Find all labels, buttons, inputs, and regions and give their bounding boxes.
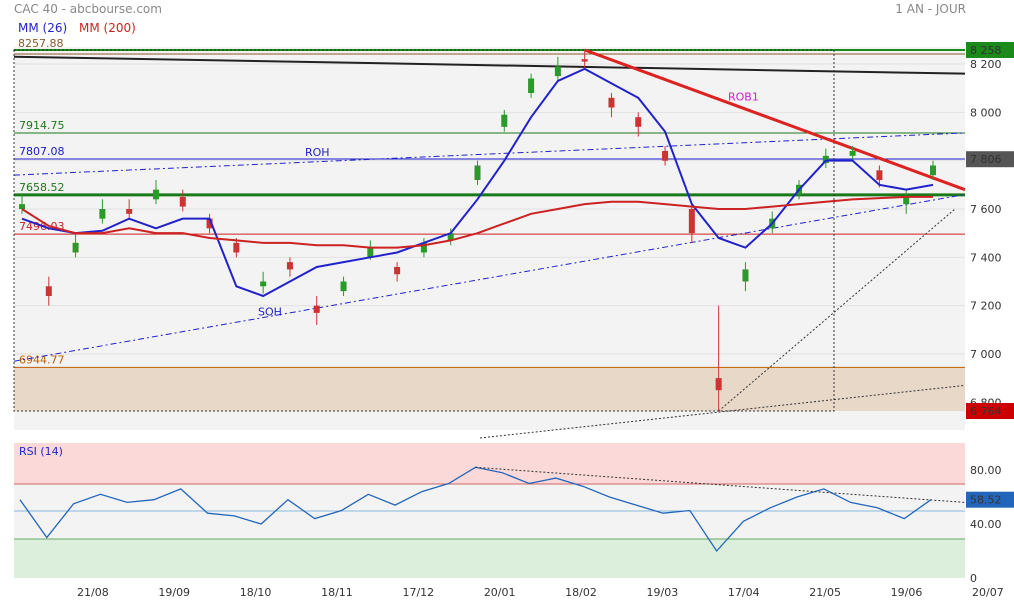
candle-body xyxy=(394,266,401,275)
candle-body xyxy=(608,97,615,108)
x-tick-label: 20/01 xyxy=(484,586,516,599)
roh-line xyxy=(13,132,966,176)
rsi-value-bg xyxy=(966,491,1014,508)
x-tick-label: 20/07 xyxy=(972,586,1004,599)
candle-body xyxy=(313,305,320,313)
chart-title: CAC 40 - abcbourse.com xyxy=(14,2,162,16)
candle-body xyxy=(930,165,936,176)
candle-body xyxy=(849,151,856,156)
x-tick-label: 19/03 xyxy=(647,586,679,599)
price-panel-bg xyxy=(14,47,965,430)
y-tick-label: 8 200 xyxy=(970,58,1002,71)
rsi-tick-label: 0 xyxy=(970,572,977,585)
ma-line xyxy=(21,195,933,249)
candle-body xyxy=(715,378,722,391)
x-tick-label: 21/05 xyxy=(809,586,841,599)
legend-overlap-value: 8257.88 xyxy=(18,37,64,50)
y-tick-label: 7 400 xyxy=(970,251,1002,264)
x-tick-label: 18/11 xyxy=(321,586,353,599)
level-label: 7807.08 xyxy=(19,145,65,158)
candle-body xyxy=(45,286,52,296)
rsi-value-label: 58.52 xyxy=(970,494,1002,507)
candle-body xyxy=(340,281,347,292)
candle-body xyxy=(72,242,79,253)
legend-ma-short: MM (26) xyxy=(18,21,68,35)
x-tick-label: 19/06 xyxy=(891,586,923,599)
candle-body xyxy=(367,247,374,258)
period-label: 1 AN - JOUR xyxy=(895,2,966,16)
candle-body xyxy=(420,242,427,253)
candle-body xyxy=(662,151,669,161)
legend-overlap-text: 8257.88 xyxy=(18,37,64,50)
price-label-bg xyxy=(966,151,1014,168)
price-label-bg xyxy=(966,403,1014,419)
y-tick-label: 7 600 xyxy=(970,203,1002,216)
level-label: 7658.52 xyxy=(19,181,65,194)
annotation-roh: ROH xyxy=(305,146,330,159)
candle-body xyxy=(554,66,561,77)
candle-body xyxy=(581,59,588,62)
range-box xyxy=(13,49,835,412)
candle-body xyxy=(99,208,106,219)
rsi-overbought-zone xyxy=(14,443,965,484)
candle-body xyxy=(501,114,508,127)
price-label: 8 258 xyxy=(970,44,1002,57)
legend: MM (26) MM (200) xyxy=(18,21,144,35)
candle-body xyxy=(126,208,133,214)
level-label: 6944.77 xyxy=(19,353,65,366)
rsi-oversold-zone xyxy=(14,539,965,578)
rsi-tick-label: 40.00 xyxy=(970,518,1002,531)
x-tick-label: 17/04 xyxy=(728,586,760,599)
rsi-trend-line xyxy=(475,466,966,503)
candle-body xyxy=(688,208,695,234)
candle-body xyxy=(447,233,454,241)
x-tick-label: 21/08 xyxy=(77,586,109,599)
candle-body xyxy=(260,281,267,287)
lower-trend-line xyxy=(479,384,966,439)
rsi-tick-label: 80.00 xyxy=(970,464,1002,477)
long-term-resistance xyxy=(13,55,966,75)
ma-line xyxy=(21,67,934,298)
candle-body xyxy=(876,170,883,180)
x-tick-label: 18/10 xyxy=(240,586,272,599)
rob1-line xyxy=(584,48,966,192)
candle-body xyxy=(206,218,213,229)
candle-body xyxy=(528,78,535,94)
x-tick-label: 18/02 xyxy=(565,586,597,599)
support-zone xyxy=(14,367,965,411)
x-tick-label: 19/09 xyxy=(158,586,190,599)
candle-body xyxy=(19,204,25,209)
y-tick-label: 8 000 xyxy=(970,106,1002,119)
level-label: 7914.75 xyxy=(19,119,65,132)
price-label: 7 806 xyxy=(970,153,1002,166)
candle-body xyxy=(179,196,186,207)
annotation-rob1: ROB1 xyxy=(728,90,759,103)
candle-body xyxy=(742,269,749,282)
rsi-title: RSI (14) xyxy=(19,445,63,458)
candle-body xyxy=(635,117,642,127)
legend-ma-long: MM (200) xyxy=(78,21,136,35)
candle-body xyxy=(822,155,829,164)
price-label: 6 764 xyxy=(970,405,1002,418)
candle-body xyxy=(152,189,159,200)
annotation-soh: SOH xyxy=(258,305,282,318)
price-label-bg xyxy=(966,42,1014,58)
x-tick-label: 17/12 xyxy=(402,586,434,599)
y-tick-label: 7 000 xyxy=(970,348,1002,361)
candle-body xyxy=(286,262,293,270)
y-tick-label: 7 200 xyxy=(970,300,1002,313)
candle-body xyxy=(233,242,240,253)
candle-body xyxy=(474,165,481,180)
candle-body xyxy=(903,196,910,205)
